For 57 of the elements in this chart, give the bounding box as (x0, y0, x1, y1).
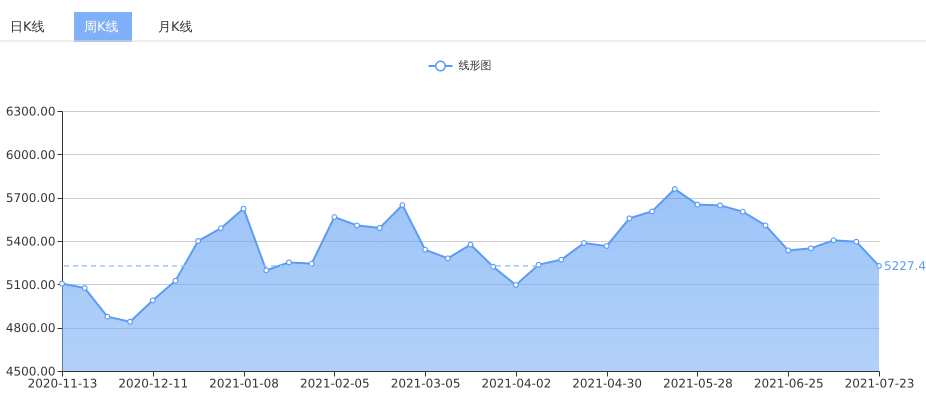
x-tick-label: 2021-06-25 (754, 376, 824, 390)
point (354, 222, 360, 228)
text: 周K线 (84, 20, 119, 35)
point (740, 208, 746, 215)
x-tick-label: 2020-11-13 (28, 376, 98, 390)
point (808, 245, 814, 252)
point (104, 314, 110, 320)
x-tick-label: 2021-04-02 (482, 376, 552, 390)
y-tick-label: 5400.00 (6, 234, 56, 248)
point (195, 238, 202, 244)
point (82, 285, 88, 291)
point (172, 278, 178, 284)
point (422, 246, 428, 253)
text: 月K线 (158, 20, 193, 35)
point (331, 214, 338, 220)
legend-label: 线形图 (458, 59, 492, 72)
point (558, 256, 564, 263)
point (717, 202, 724, 208)
x-tick-label: 2021-01-08 (209, 376, 279, 390)
point (853, 238, 860, 245)
point (218, 225, 224, 232)
x-tick-label: 2021-04-30 (572, 376, 642, 390)
text: 日K线 (10, 20, 45, 35)
y-tick-label: 6000.00 (6, 148, 56, 162)
point (581, 240, 587, 246)
point (468, 242, 474, 248)
y-tick-label: 5100.00 (6, 278, 56, 292)
point (59, 280, 65, 287)
point (649, 208, 655, 214)
point (240, 206, 246, 212)
point (762, 222, 768, 228)
point (286, 259, 292, 266)
point (399, 202, 406, 208)
point (150, 297, 156, 304)
x-tick-label: 2021-05-28 (663, 376, 733, 390)
point (536, 262, 542, 268)
point (626, 215, 632, 222)
y-tick-label: 4500.00 (6, 364, 56, 378)
point (444, 255, 451, 262)
x-tick-label: 2020-12-11 (118, 376, 188, 390)
x-tick-label: 2021-03-05 (390, 376, 460, 390)
ref-line-label: 5227.4 (884, 258, 926, 273)
y-tick-label: 5700.00 (6, 191, 56, 206)
point (263, 267, 270, 274)
point (127, 318, 134, 325)
point (694, 202, 700, 208)
point (604, 243, 610, 249)
x-tick-label: 2021-02-05 (300, 376, 370, 390)
point (785, 247, 792, 254)
point (672, 186, 678, 192)
point (376, 225, 383, 231)
x-tick-label: 2021-07-23 (844, 376, 914, 390)
y-tick-label: 6300.00 (6, 104, 56, 118)
point (490, 264, 496, 270)
y-tick-label: 4800.00 (6, 321, 56, 336)
point (830, 237, 837, 244)
point (512, 282, 519, 288)
